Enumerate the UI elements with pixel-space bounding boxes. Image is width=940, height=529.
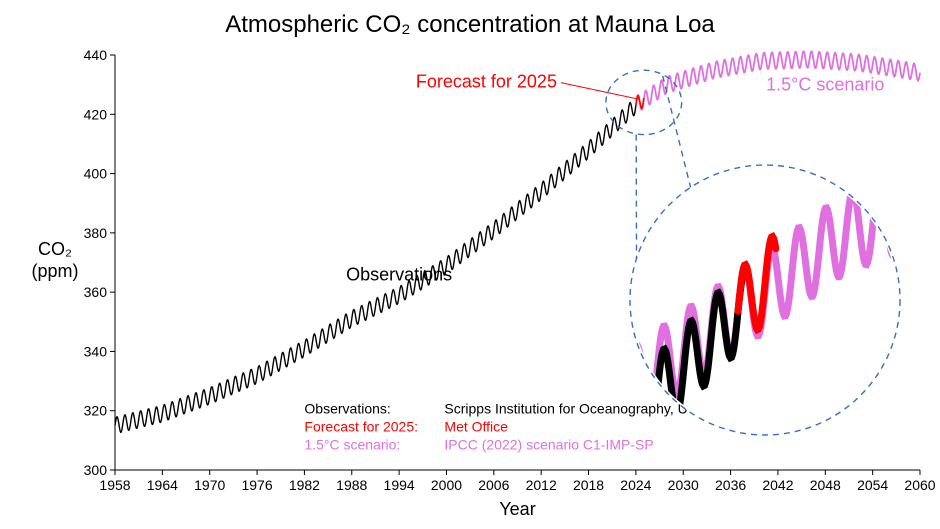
x-tick-label: 2060 — [904, 477, 935, 493]
legend-label: 1.5°C scenario: — [304, 437, 400, 453]
y-tick-label: 420 — [84, 106, 108, 122]
x-tick-label: 1976 — [241, 477, 272, 493]
annotation-observations: Observations — [346, 264, 452, 284]
x-tick-label: 2024 — [620, 477, 651, 493]
y-tick-label: 440 — [84, 47, 108, 63]
y-axis-label-1: CO₂ — [38, 239, 72, 259]
y-tick-label: 320 — [84, 403, 108, 419]
legend-label: Forecast for 2025: — [304, 419, 418, 435]
x-tick-label: 2048 — [810, 477, 841, 493]
y-tick-label: 340 — [84, 343, 108, 359]
y-tick-label: 360 — [84, 284, 108, 300]
x-tick-label: 2036 — [715, 477, 746, 493]
x-tick-label: 1970 — [194, 477, 225, 493]
x-tick-label: 2054 — [857, 477, 888, 493]
y-tick-label: 380 — [84, 225, 108, 241]
y-tick-label: 300 — [84, 462, 108, 478]
legend-label: Observations: — [304, 401, 390, 417]
x-tick-label: 2000 — [431, 477, 462, 493]
co2-chart: Atmospheric CO₂ concentration at Mauna L… — [0, 0, 940, 529]
y-axis-label-2: (ppm) — [31, 261, 78, 281]
y-tick-label: 400 — [84, 166, 108, 182]
annotation-forecast-leader — [561, 83, 640, 100]
legend-value: Met Office — [444, 419, 508, 435]
x-tick-label: 2042 — [762, 477, 793, 493]
annotation-scenario: 1.5°C scenario — [766, 75, 884, 95]
x-tick-label: 2018 — [573, 477, 604, 493]
legend-value: IPCC (2022) scenario C1-IMP-SP — [444, 437, 653, 453]
x-tick-label: 1982 — [289, 477, 320, 493]
x-tick-label: 1988 — [336, 477, 367, 493]
x-axis-label: Year — [499, 499, 535, 519]
x-tick-label: 1994 — [384, 477, 415, 493]
annotation-forecast: Forecast for 2025 — [416, 72, 557, 92]
chart-title: Atmospheric CO₂ concentration at Mauna L… — [225, 11, 715, 38]
x-tick-label: 1964 — [147, 477, 178, 493]
x-tick-label: 2012 — [526, 477, 557, 493]
chart-svg: Atmospheric CO₂ concentration at Mauna L… — [0, 0, 940, 529]
x-tick-label: 2030 — [668, 477, 699, 493]
x-tick-label: 1958 — [99, 477, 130, 493]
x-tick-label: 2006 — [478, 477, 509, 493]
